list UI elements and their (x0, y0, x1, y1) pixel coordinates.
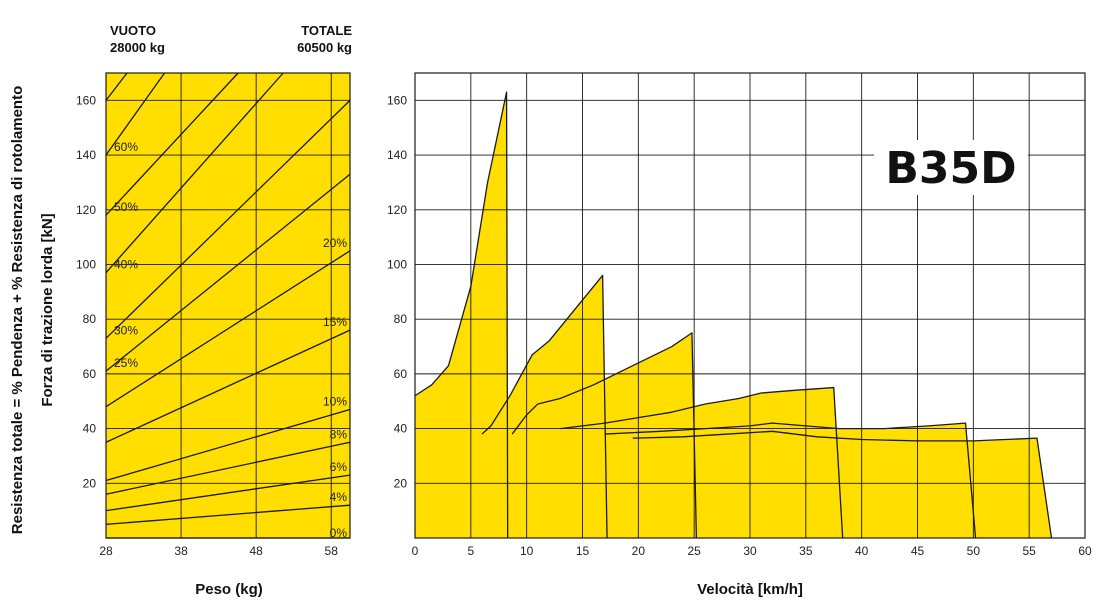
left-series-line (105, 408, 351, 482)
right-x-tick-label: 35 (799, 544, 813, 558)
left-series-line (105, 72, 284, 274)
right-plot-border (414, 72, 1086, 539)
right-x-tick-label: 0 (412, 544, 419, 558)
header-total-label: TOTALE (301, 23, 352, 38)
right-x-tick-label: 15 (576, 544, 590, 558)
right-x-tick-label: 20 (632, 544, 646, 558)
left-series-label: 50% (114, 200, 138, 214)
left-series-label: 15% (323, 315, 347, 329)
right-series-lines (414, 91, 1053, 539)
model-label-background (874, 140, 1028, 195)
right-y-tick-label: 40 (394, 422, 408, 436)
speed-traction-chart: 20 40 60 80 100 120 140 160 0 5 10 15 20 25 30 35 40 45 5… (387, 72, 1092, 598)
header-empty-label: VUOTO (110, 23, 156, 38)
weight-gradient-chart: 0% 4% 6% 8% 10% 15% 20% 25% 30% 40% 50% 60% 20 40 60 8… (76, 23, 352, 598)
left-y-tick-label: 80 (83, 312, 97, 326)
left-series-line (105, 173, 351, 372)
right-y-tick-label: 140 (387, 148, 407, 162)
left-series-label: 0% (330, 526, 348, 540)
left-y-tick-label: 40 (83, 422, 97, 436)
right-x-axis-label: Velocità [km/h] (697, 581, 803, 598)
right-series-line (414, 91, 509, 539)
right-y-tick-label: 80 (394, 312, 408, 326)
left-plot-border (105, 72, 351, 539)
left-x-axis-label: Peso (kg) (195, 581, 263, 598)
left-y-ticks: 20 40 60 80 100 120 140 160 (76, 93, 96, 490)
left-series-line (105, 72, 128, 101)
y-axis-label-traction-force: Forza di trazione lorda [kN] (39, 213, 56, 406)
right-y-tick-label: 160 (387, 93, 407, 107)
left-series-line (105, 72, 239, 216)
left-series-label: 10% (323, 394, 347, 408)
left-plot-background (106, 73, 350, 538)
right-series-line (604, 422, 977, 539)
left-y-tick-label: 160 (76, 93, 96, 107)
right-x-tick-label: 60 (1078, 544, 1092, 558)
left-series-lines: 0% 4% 6% 8% 10% 15% 20% 25% 30% 40% 50% 60% (105, 72, 351, 540)
right-series-areas (415, 92, 1052, 538)
right-series-line (481, 274, 608, 539)
right-series-line (511, 332, 698, 539)
left-y-tick-label: 100 (76, 257, 96, 271)
left-series-line (105, 474, 351, 512)
left-series-label: 4% (330, 490, 348, 504)
left-grid (106, 73, 350, 538)
left-x-tick-label: 48 (249, 544, 263, 558)
right-x-tick-label: 40 (855, 544, 869, 558)
right-y-tick-label: 60 (394, 367, 408, 381)
left-y-tick-label: 60 (83, 367, 97, 381)
left-series-line (105, 72, 166, 156)
header-empty-weight: 28000 kg (110, 40, 165, 55)
right-x-tick-label: 30 (743, 544, 757, 558)
left-x-tick-label: 38 (174, 544, 188, 558)
right-y-ticks: 20 40 60 80 100 120 140 160 (387, 93, 407, 490)
left-series-label: 6% (330, 460, 348, 474)
right-x-tick-label: 10 (520, 544, 534, 558)
left-y-tick-label: 120 (76, 203, 96, 217)
right-y-tick-label: 120 (387, 203, 407, 217)
header-total-weight: 60500 kg (297, 40, 352, 55)
left-series-label: 60% (114, 140, 138, 154)
right-x-tick-label: 55 (1022, 544, 1036, 558)
left-series-line (105, 504, 351, 525)
right-series-area (632, 431, 1052, 538)
right-y-tick-label: 100 (387, 257, 407, 271)
left-series-line (105, 441, 351, 495)
left-x-tick-label: 58 (325, 544, 339, 558)
left-series-label: 25% (114, 356, 138, 370)
left-series-label: 8% (330, 427, 348, 441)
right-y-tick-label: 20 (394, 476, 408, 490)
left-x-ticks: 28 38 48 58 (99, 544, 338, 558)
right-x-tick-label: 25 (687, 544, 701, 558)
right-x-tick-label: 45 (911, 544, 925, 558)
left-series-line (105, 250, 351, 408)
left-y-tick-label: 20 (83, 476, 97, 490)
left-x-tick-label: 28 (99, 544, 113, 558)
right-series-line (560, 386, 844, 539)
right-x-tick-label: 50 (967, 544, 981, 558)
right-x-ticks: 0 5 10 15 20 25 30 35 40 45 50 55 60 (412, 544, 1092, 558)
left-series-label: 30% (114, 323, 138, 337)
left-series-line (105, 99, 351, 339)
model-label: B35D (885, 143, 1016, 194)
right-x-tick-label: 5 (467, 544, 474, 558)
y-axis-label-total-resistance: Resistenza totale = % Pendenza + % Resis… (9, 86, 26, 534)
right-series-line (632, 430, 1053, 539)
left-series-label: 40% (114, 258, 138, 272)
left-y-tick-label: 140 (76, 148, 96, 162)
left-series-label: 20% (323, 236, 347, 250)
left-series-line (105, 329, 351, 443)
right-grid (415, 73, 1085, 538)
